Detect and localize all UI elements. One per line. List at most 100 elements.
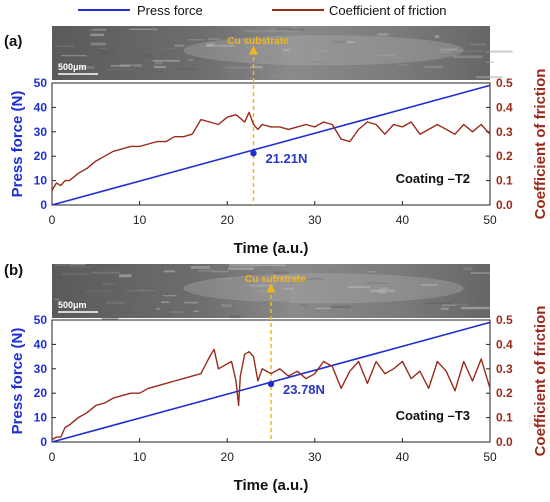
panel-label: (b) <box>4 262 23 279</box>
sem-texture <box>315 307 332 310</box>
coating-label: Coating –T3 <box>396 408 470 423</box>
y-right-tick-label: 0.5 <box>496 313 513 327</box>
y-right-tick-label: 0.3 <box>496 362 513 376</box>
sem-texture <box>110 65 130 67</box>
sem-texture <box>366 270 377 273</box>
y-left-tick-label: 50 <box>34 313 48 327</box>
sem-texture <box>331 305 351 309</box>
sem-texture <box>152 70 162 73</box>
sem-texture <box>461 306 490 310</box>
coefficient-of-friction-line <box>51 111 491 191</box>
sem-texture <box>443 56 450 59</box>
y-left-tick-label: 30 <box>34 362 48 376</box>
sem-texture <box>159 308 165 310</box>
sem-texture <box>273 30 301 33</box>
sem-texture <box>221 304 232 307</box>
x-tick-label: 30 <box>308 450 322 464</box>
sem-texture <box>223 66 248 69</box>
sem-texture <box>294 27 308 29</box>
sem-texture <box>228 267 254 270</box>
sem-texture <box>438 64 444 67</box>
sem-texture <box>139 54 152 58</box>
y-left-tick-label: 50 <box>34 76 48 90</box>
sem-texture <box>314 49 329 53</box>
sem-texture <box>419 50 435 52</box>
sem-texture <box>193 310 200 313</box>
sem-texture <box>91 28 107 31</box>
sem-texture <box>144 296 174 299</box>
coefficient-of-friction-line <box>51 348 491 441</box>
legend: Press force Coefficient of friction <box>78 3 447 18</box>
force-annotation-label: 21.21N <box>265 151 307 166</box>
sem-texture <box>78 66 95 69</box>
sem-texture <box>225 70 234 73</box>
sem-texture <box>54 264 69 266</box>
scale-bar-label: 500μm <box>58 300 87 310</box>
sem-texture <box>424 302 454 305</box>
sem-texture <box>262 301 290 303</box>
y-left-axis-title: Press force (N) <box>9 91 26 198</box>
sem-texture <box>476 303 486 306</box>
sem-texture <box>129 28 158 30</box>
legend-label-cof: Coefficient of friction <box>329 3 447 18</box>
sem-texture <box>463 267 473 271</box>
force-annotation-point <box>267 380 275 388</box>
sem-texture <box>184 291 199 294</box>
sem-texture <box>466 69 482 71</box>
sem-texture <box>377 33 389 36</box>
sem-texture <box>346 41 355 44</box>
press-force-line <box>51 84 491 206</box>
sem-texture <box>246 77 256 80</box>
sem-texture <box>244 30 275 33</box>
y-left-tick-label: 20 <box>34 386 48 400</box>
x-tick-label: 30 <box>308 213 322 227</box>
y-right-tick-label: 0.4 <box>496 100 513 114</box>
x-tick-label: 50 <box>483 450 497 464</box>
sem-texture <box>384 61 392 64</box>
sem-texture <box>306 277 324 281</box>
sem-texture <box>283 287 294 290</box>
sem-texture <box>153 65 166 69</box>
sem-texture <box>105 301 126 305</box>
sem-texture <box>170 311 184 313</box>
y-left-tick-label: 30 <box>34 125 48 139</box>
y-left-tick-label: 0 <box>40 435 47 449</box>
sem-texture <box>183 282 192 284</box>
sem-texture <box>69 264 86 266</box>
x-tick-label: 50 <box>483 213 497 227</box>
sem-texture <box>206 44 236 47</box>
sem-texture <box>99 51 115 55</box>
y-left-tick-label: 10 <box>34 411 48 425</box>
x-axis-title: Time (a.u.) <box>234 477 309 494</box>
sem-texture <box>68 266 94 268</box>
sem-texture <box>378 290 386 294</box>
sem-texture <box>362 77 383 80</box>
sem-texture <box>476 76 503 79</box>
x-tick-label: 10 <box>133 450 147 464</box>
sem-texture <box>55 45 75 47</box>
force-annotation-label: 23.78N <box>283 382 325 397</box>
sem-texture <box>258 264 286 267</box>
y-right-tick-label: 0.0 <box>496 435 513 449</box>
sem-texture <box>378 280 392 283</box>
sem-texture <box>206 43 215 46</box>
sem-texture <box>279 282 294 285</box>
sem-texture <box>288 28 305 31</box>
sem-texture <box>207 38 220 40</box>
sem-texture <box>420 284 438 286</box>
scale-bar-label: 500μm <box>58 62 87 72</box>
sem-texture <box>224 63 248 66</box>
sem-texture <box>321 265 344 267</box>
sem-texture <box>229 264 259 267</box>
sem-texture <box>331 40 346 44</box>
sem-scratch-track <box>183 273 464 304</box>
sem-texture <box>295 56 303 60</box>
sem-texture <box>470 272 490 274</box>
y-right-tick-label: 0.2 <box>496 386 513 400</box>
sem-texture <box>308 61 326 63</box>
sem-texture <box>133 308 140 310</box>
sem-texture <box>249 284 275 288</box>
sem-texture <box>272 275 300 279</box>
